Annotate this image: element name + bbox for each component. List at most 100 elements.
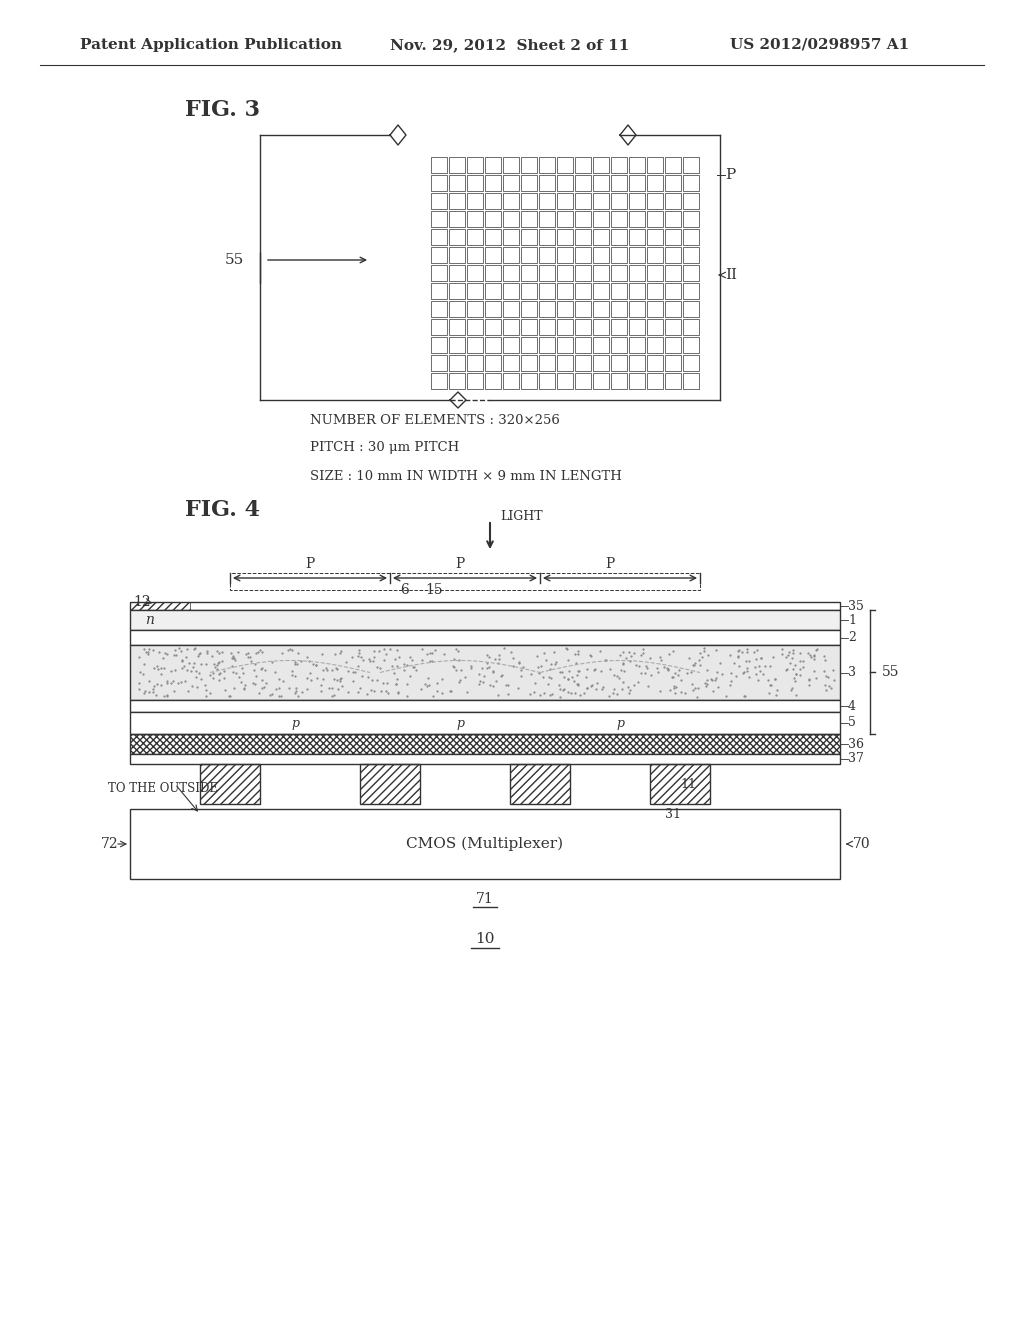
Bar bbox=[503, 337, 519, 352]
Bar bbox=[431, 247, 447, 263]
Bar bbox=[557, 282, 573, 300]
Text: II: II bbox=[725, 268, 737, 282]
Bar bbox=[611, 211, 627, 227]
Text: 55: 55 bbox=[882, 665, 899, 678]
Bar bbox=[449, 301, 465, 317]
Bar bbox=[683, 337, 699, 352]
Bar bbox=[539, 337, 555, 352]
Bar bbox=[539, 228, 555, 246]
Bar bbox=[130, 700, 840, 711]
Bar bbox=[647, 265, 663, 281]
Bar bbox=[557, 228, 573, 246]
Bar bbox=[449, 355, 465, 371]
Bar bbox=[485, 157, 501, 173]
Bar bbox=[503, 157, 519, 173]
Bar bbox=[467, 265, 483, 281]
Bar bbox=[593, 176, 609, 191]
Bar bbox=[485, 319, 501, 335]
Bar bbox=[521, 301, 537, 317]
Bar bbox=[575, 193, 591, 209]
Bar bbox=[485, 355, 501, 371]
Bar bbox=[485, 247, 501, 263]
Bar bbox=[557, 247, 573, 263]
Bar bbox=[485, 211, 501, 227]
Bar bbox=[467, 301, 483, 317]
Bar bbox=[521, 319, 537, 335]
Bar bbox=[130, 610, 840, 630]
Bar bbox=[665, 301, 681, 317]
Bar bbox=[510, 764, 570, 804]
Bar bbox=[575, 176, 591, 191]
Text: 15: 15 bbox=[425, 583, 442, 597]
Bar bbox=[683, 265, 699, 281]
Bar bbox=[557, 265, 573, 281]
Text: 31: 31 bbox=[665, 808, 681, 821]
Text: 6: 6 bbox=[400, 583, 409, 597]
Bar bbox=[683, 176, 699, 191]
Bar bbox=[521, 211, 537, 227]
Bar bbox=[130, 645, 840, 700]
Bar bbox=[647, 157, 663, 173]
Bar bbox=[467, 319, 483, 335]
Bar bbox=[575, 337, 591, 352]
Bar bbox=[485, 176, 501, 191]
Bar bbox=[521, 265, 537, 281]
Text: US 2012/0298957 A1: US 2012/0298957 A1 bbox=[730, 38, 909, 51]
Bar bbox=[557, 193, 573, 209]
Bar bbox=[665, 228, 681, 246]
Bar bbox=[485, 265, 501, 281]
Bar bbox=[647, 176, 663, 191]
Bar bbox=[431, 282, 447, 300]
Bar bbox=[611, 176, 627, 191]
Text: 35: 35 bbox=[848, 599, 864, 612]
Bar bbox=[521, 157, 537, 173]
Bar bbox=[575, 282, 591, 300]
Bar bbox=[647, 228, 663, 246]
Bar bbox=[683, 282, 699, 300]
Bar bbox=[539, 282, 555, 300]
Text: 2: 2 bbox=[848, 631, 856, 644]
Bar bbox=[503, 265, 519, 281]
Bar bbox=[521, 282, 537, 300]
Bar bbox=[557, 355, 573, 371]
Bar bbox=[521, 193, 537, 209]
Bar bbox=[521, 337, 537, 352]
Bar bbox=[629, 282, 645, 300]
Bar bbox=[593, 337, 609, 352]
Bar bbox=[575, 228, 591, 246]
Bar bbox=[503, 282, 519, 300]
Bar bbox=[647, 319, 663, 335]
Bar bbox=[485, 193, 501, 209]
Bar bbox=[539, 176, 555, 191]
Bar bbox=[593, 211, 609, 227]
Bar bbox=[467, 374, 483, 389]
Text: 5: 5 bbox=[848, 717, 856, 730]
Bar bbox=[683, 211, 699, 227]
Bar bbox=[467, 157, 483, 173]
Bar bbox=[467, 282, 483, 300]
Bar bbox=[575, 157, 591, 173]
Bar bbox=[130, 754, 840, 764]
Bar bbox=[521, 374, 537, 389]
Bar bbox=[449, 319, 465, 335]
Text: LIGHT: LIGHT bbox=[500, 511, 543, 524]
Bar bbox=[431, 157, 447, 173]
Bar bbox=[467, 337, 483, 352]
Text: 72: 72 bbox=[100, 837, 118, 851]
Bar bbox=[449, 211, 465, 227]
Bar bbox=[665, 374, 681, 389]
Bar bbox=[521, 355, 537, 371]
Bar bbox=[593, 228, 609, 246]
Bar bbox=[647, 247, 663, 263]
Bar bbox=[593, 157, 609, 173]
Text: P: P bbox=[456, 557, 465, 572]
Bar bbox=[683, 157, 699, 173]
Bar bbox=[503, 211, 519, 227]
Bar bbox=[503, 319, 519, 335]
Bar bbox=[611, 157, 627, 173]
Bar bbox=[665, 176, 681, 191]
Bar bbox=[503, 247, 519, 263]
Text: p: p bbox=[291, 717, 299, 730]
Text: Nov. 29, 2012  Sheet 2 of 11: Nov. 29, 2012 Sheet 2 of 11 bbox=[390, 38, 630, 51]
Text: 55: 55 bbox=[225, 253, 245, 267]
